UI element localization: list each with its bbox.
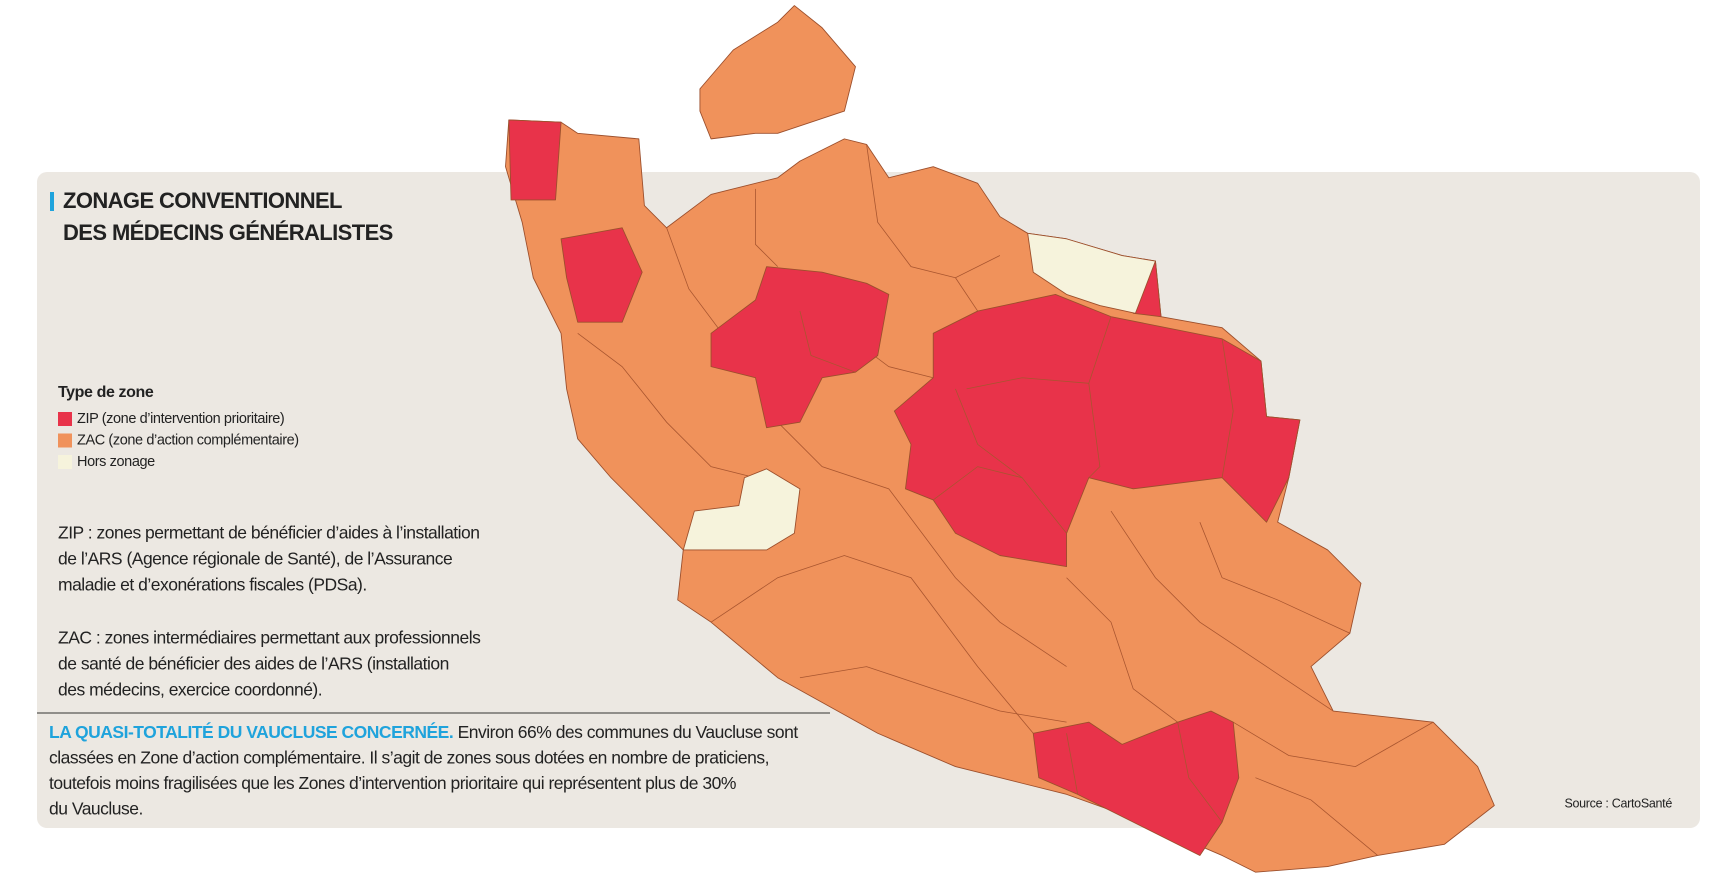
source: Source : CartoSanté — [1564, 796, 1672, 810]
title-accent — [50, 192, 54, 211]
legend-label: ZIP (zone d’intervention prioritaire) — [77, 411, 284, 427]
legend-swatch — [58, 433, 72, 448]
note-line: maladie et d’exonérations fiscales (PDSa… — [58, 575, 367, 595]
zac-enclave — [699, 5, 856, 140]
map — [505, 5, 1495, 873]
zip-area — [1032, 710, 1240, 856]
commune-borders — [577, 144, 1434, 856]
zip-area — [893, 293, 1301, 568]
note-line: de l’ARS (Agence régionale de Santé), de… — [58, 549, 452, 569]
zip-area — [710, 266, 890, 429]
note-line: de santé de bénéficier des aides de l’AR… — [58, 654, 449, 674]
note-line: ZAC : zones intermédiaires permettant au… — [58, 628, 481, 648]
note-line: des médecins, exercice coordonné). — [58, 680, 322, 700]
zip-area — [560, 227, 643, 323]
legend-title: Type de zone — [58, 384, 154, 401]
footer-line: du Vaucluse. — [49, 798, 143, 818]
footer-text: Environ 66% des communes du Vaucluse son… — [458, 722, 799, 742]
commune-borders — [799, 310, 1234, 823]
legend-label: Hors zonage — [77, 454, 155, 470]
title-line: ZONAGE CONVENTIONNEL — [63, 188, 342, 213]
legend-label: ZAC (zone d’action complémentaire) — [77, 432, 299, 448]
footer-text: toutefois moins fragilisées que les Zone… — [49, 773, 736, 793]
footer-line: LA QUASI-TOTALITÉ DU VAUCLUSE CONCERNÉE.… — [49, 721, 798, 742]
legend-swatch — [58, 412, 72, 426]
footer-text: classées en Zone d’action complémentaire… — [49, 747, 769, 767]
hors-zonage-area — [1027, 232, 1156, 314]
footer-line: classées en Zone d’action complémentaire… — [49, 747, 769, 767]
footer-line: toutefois moins fragilisées que les Zone… — [49, 773, 736, 793]
zip-area — [508, 119, 562, 201]
hors-zonage-area — [682, 468, 801, 551]
note-line: ZIP : zones permettant de bénéficier d’a… — [58, 523, 480, 543]
footer-text: du Vaucluse. — [49, 798, 143, 818]
title-line: DES MÉDECINS GÉNÉRALISTES — [63, 220, 393, 245]
legend-swatch — [58, 455, 72, 469]
footer-heading: LA QUASI-TOTALITÉ DU VAUCLUSE CONCERNÉE. — [49, 721, 453, 742]
